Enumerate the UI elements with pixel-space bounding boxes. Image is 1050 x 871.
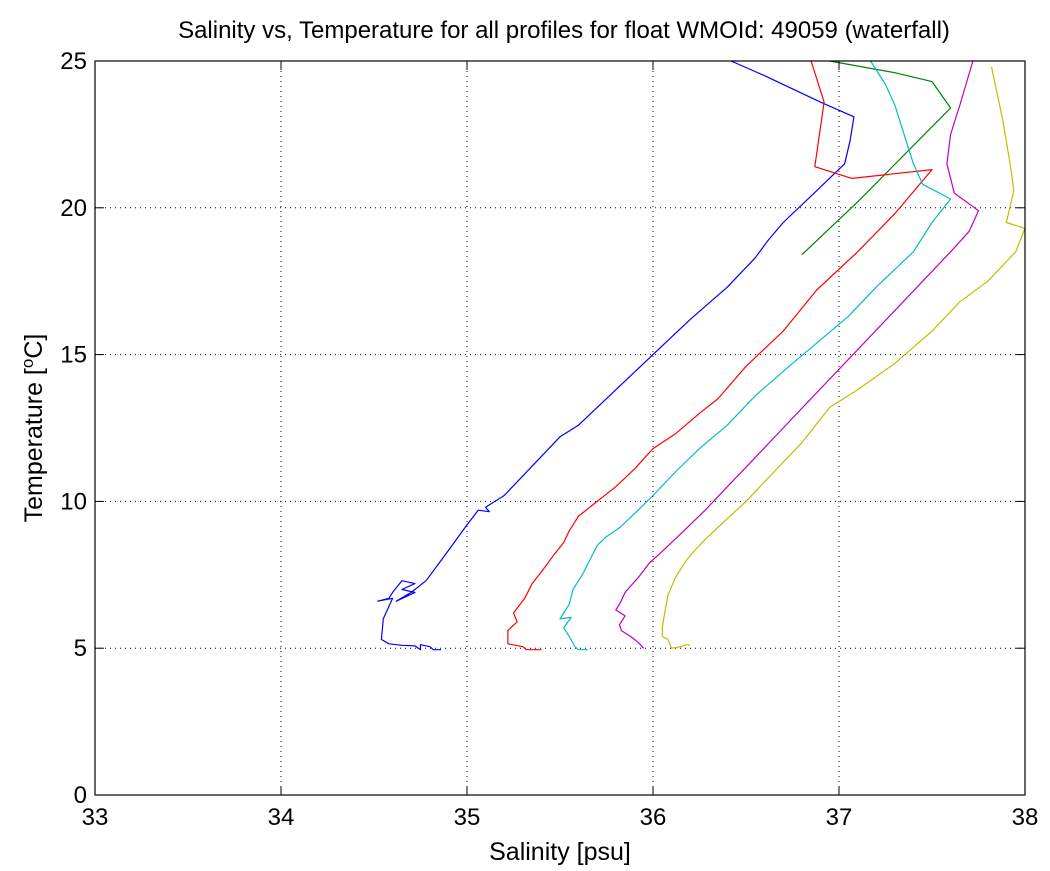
y-axis-label-unit: C] (20, 334, 48, 359)
profile-line-6 (661, 66, 1026, 649)
profile-line-4 (559, 60, 952, 651)
y-tick-labels: 0 5 10 15 20 25 (60, 48, 87, 809)
profile-line-5 (615, 60, 980, 649)
grid-lines (95, 61, 1025, 795)
y-tick-label: 25 (60, 48, 87, 75)
series-group (377, 60, 1026, 651)
x-tick-label: 37 (826, 804, 853, 831)
x-axis-label: Salinity [psu] (489, 838, 631, 866)
x-tick-labels: 33 34 35 36 37 38 (82, 804, 1039, 831)
profile-line-2 (801, 60, 952, 256)
chart-title: Salinity vs, Temperature for all profile… (178, 17, 950, 44)
plot-frame (94, 60, 1026, 796)
y-tick-label: 10 (60, 488, 87, 515)
tick-marks (94, 60, 1026, 796)
plot-background (95, 61, 1025, 795)
y-axis-label-superscript: o (18, 359, 37, 368)
x-tick-label: 33 (82, 804, 109, 831)
x-tick-label: 36 (640, 804, 667, 831)
x-tick-label: 34 (268, 804, 295, 831)
y-tick-label: 20 (60, 195, 87, 222)
x-tick-label: 35 (454, 804, 481, 831)
y-tick-label: 5 (74, 635, 87, 662)
y-tick-label: 15 (60, 342, 87, 369)
y-axis-label: Temperature [oC] (18, 334, 48, 523)
profile-line-3 (507, 60, 933, 651)
y-tick-label: 0 (74, 782, 87, 809)
profile-line-1 (377, 60, 855, 651)
x-tick-label: 38 (1012, 804, 1039, 831)
y-axis-label-main: Temperature [ (20, 368, 48, 522)
